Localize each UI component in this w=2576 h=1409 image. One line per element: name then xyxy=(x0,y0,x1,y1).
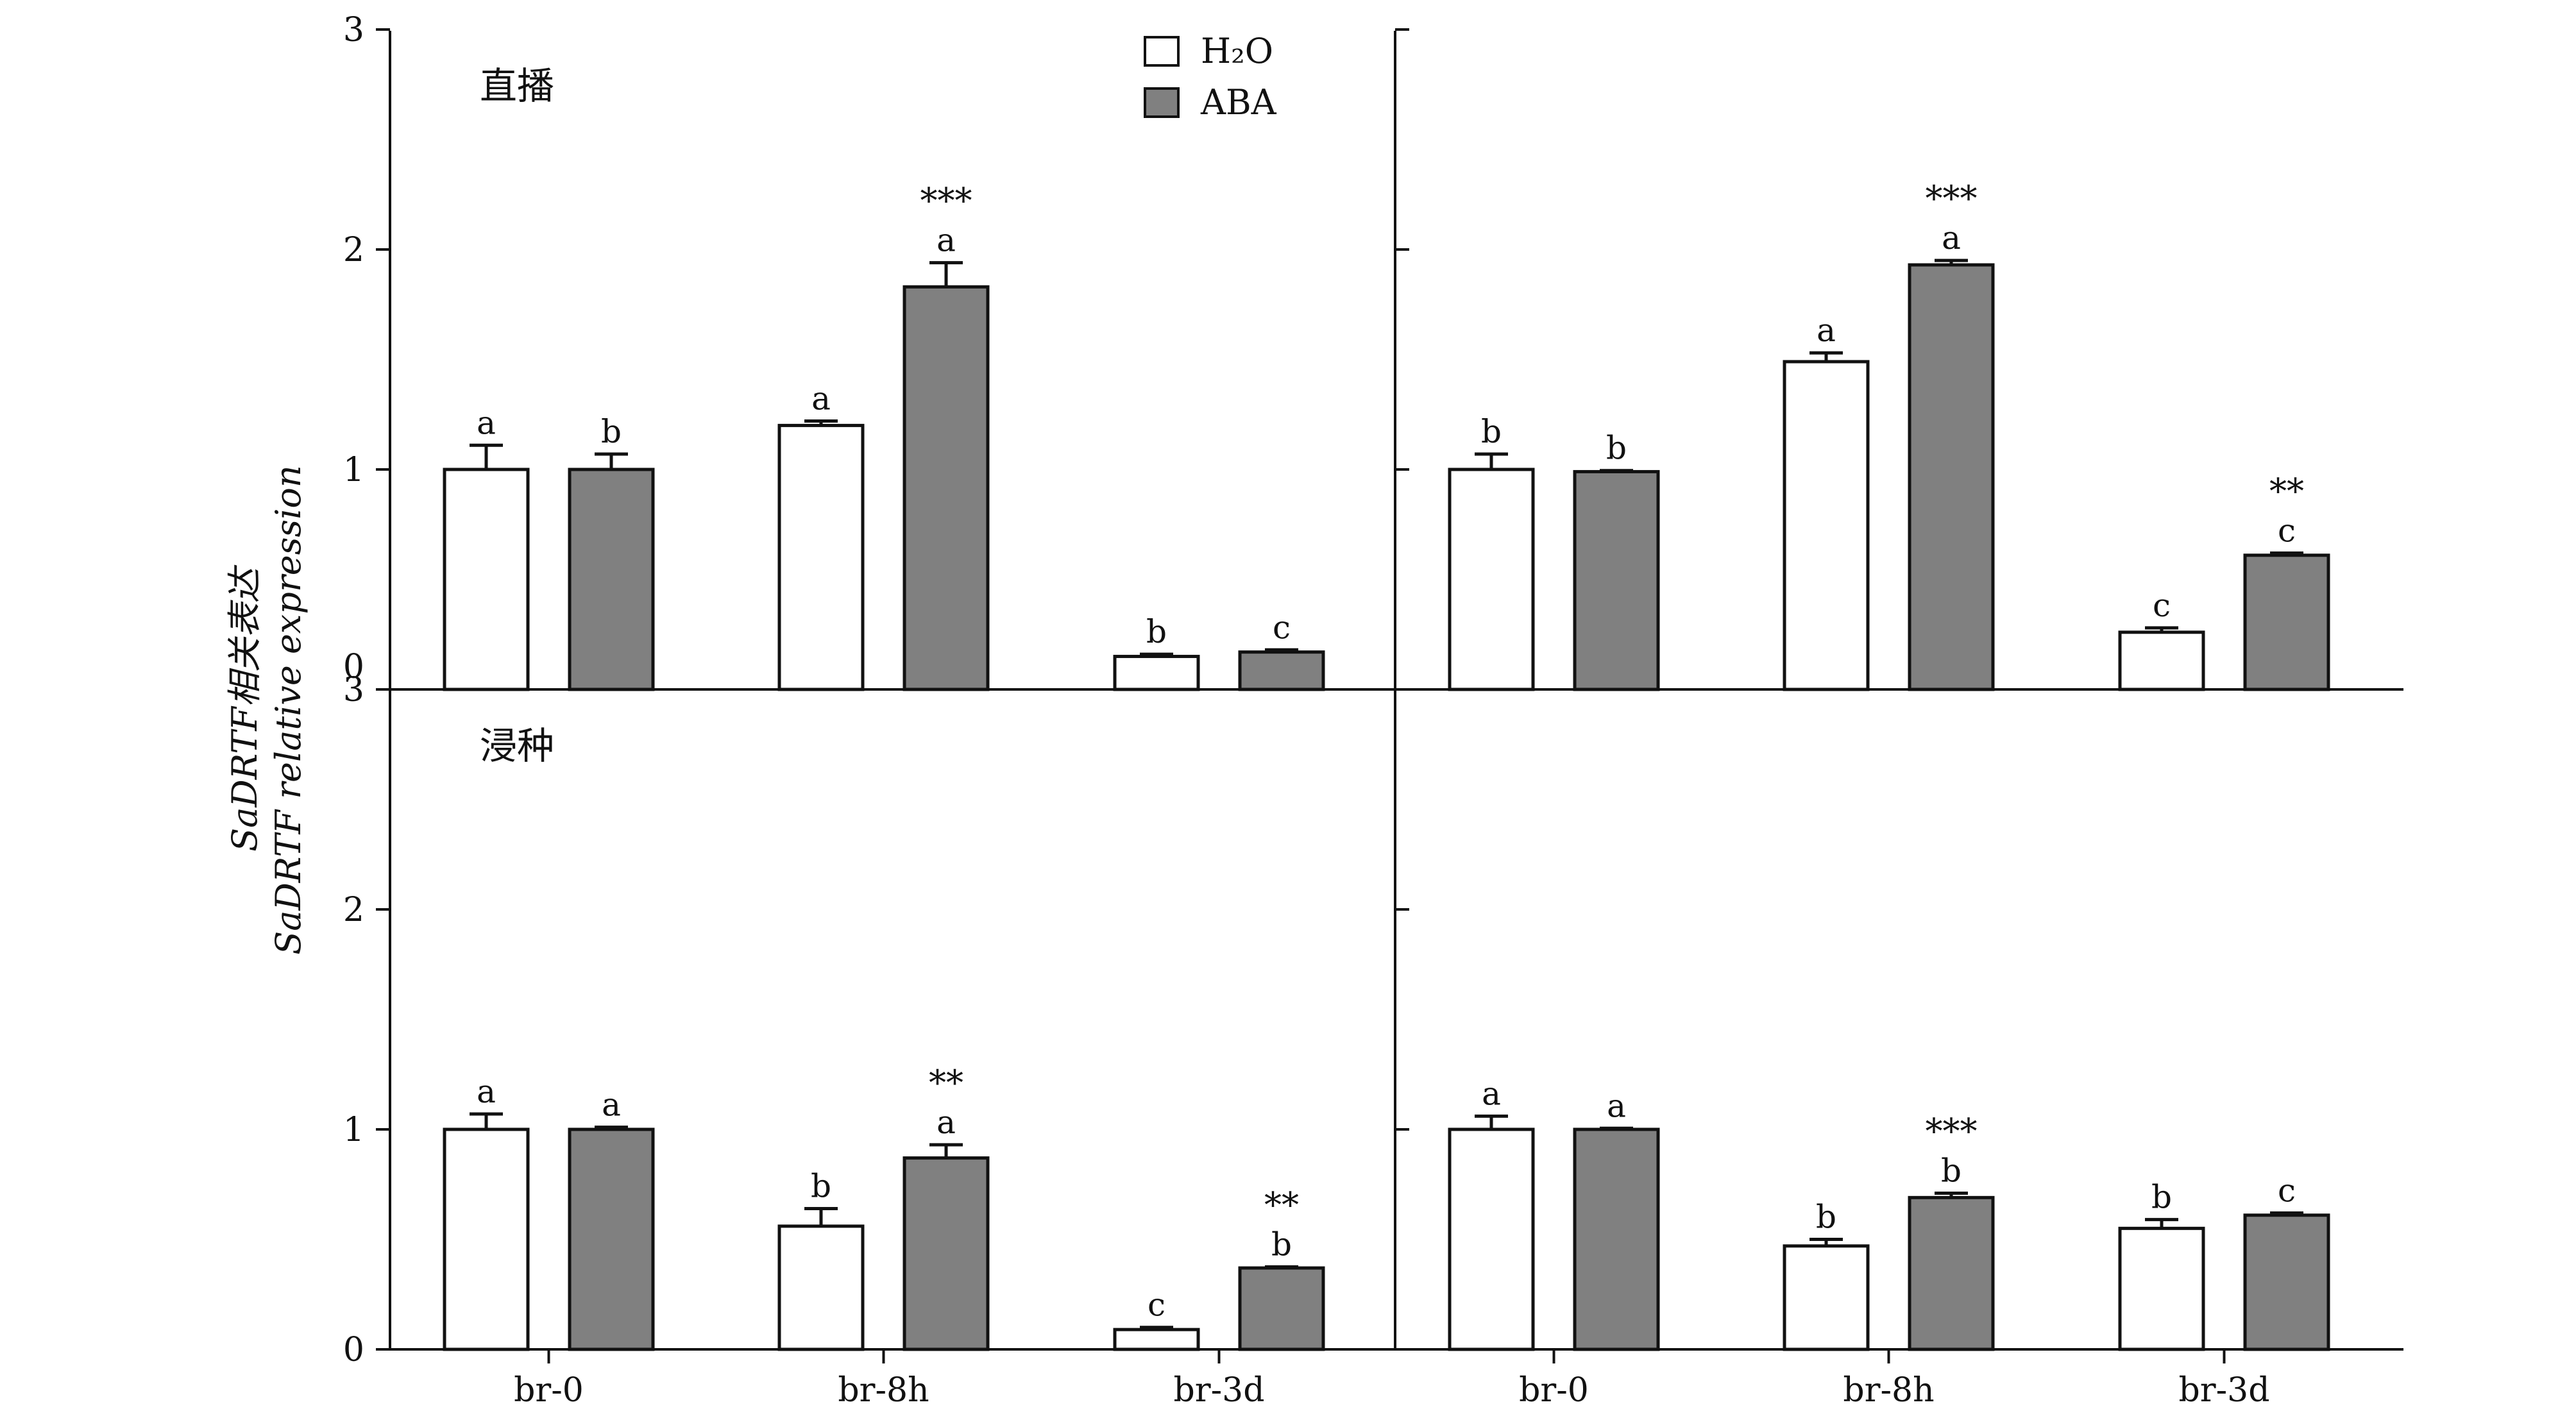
significance-letter: a xyxy=(1817,312,1836,349)
significance-letter: a xyxy=(811,380,831,418)
significance-stars: ** xyxy=(2269,471,2304,511)
bar xyxy=(1448,1127,1535,1351)
significance-letter: a xyxy=(602,1086,621,1124)
y-axis-title-line1: SaDRTF相关表达 xyxy=(225,564,265,852)
bar xyxy=(443,468,530,691)
significance-letter: b xyxy=(1606,430,1627,467)
bar xyxy=(1113,655,1200,691)
bar xyxy=(1573,469,1660,691)
axes xyxy=(376,28,2403,1363)
x-tick-label: br-3d xyxy=(2178,1371,2269,1409)
significance-letter: a xyxy=(477,404,496,441)
bar xyxy=(568,468,655,691)
y-axis-title-line2: SaDRTF relative expression xyxy=(268,465,309,954)
y-tick-label: 3 xyxy=(343,671,364,709)
bars xyxy=(443,258,2330,1351)
bar xyxy=(1908,1195,1995,1351)
significance-letter: a xyxy=(1607,1087,1626,1124)
bar xyxy=(1783,1244,1870,1351)
bar xyxy=(443,1127,530,1351)
panel-title: 浸种 xyxy=(480,724,554,768)
significance-stars: *** xyxy=(1926,1111,1978,1151)
significance-letter: c xyxy=(2278,512,2296,549)
x-tick-label: br-0 xyxy=(514,1371,584,1409)
bar xyxy=(1113,1328,1200,1351)
bar xyxy=(1238,650,1325,691)
significance-letter: b xyxy=(2151,1179,2172,1216)
significance-letter: b xyxy=(601,413,622,450)
significance-letter: a xyxy=(1942,219,1961,257)
legend: H₂O ABA xyxy=(1144,31,1277,122)
significance-stars: *** xyxy=(1926,178,1978,219)
significance-stars: ** xyxy=(1264,1185,1299,1225)
bar xyxy=(777,423,865,691)
significance-letter: b xyxy=(1481,413,1502,450)
significance-letter: b xyxy=(1941,1152,1962,1189)
bar xyxy=(1573,1127,1660,1351)
significance-letter: b xyxy=(1146,613,1167,650)
panel-title: 直播 xyxy=(480,64,554,108)
significance-letter: b xyxy=(811,1167,831,1204)
x-tick-label: br-8h xyxy=(1843,1371,1934,1409)
y-tick-label: 1 xyxy=(343,1111,364,1149)
y-tick-label: 3 xyxy=(343,11,364,49)
significance-letter: b xyxy=(1816,1199,1836,1236)
bar xyxy=(902,285,990,691)
y-tick-label: 1 xyxy=(343,451,364,489)
significance-letter: c xyxy=(2278,1172,2296,1209)
bar xyxy=(2243,1213,2330,1351)
bar xyxy=(1908,263,1995,691)
legend-label-aba: ABA xyxy=(1200,82,1277,122)
significance-letter: b xyxy=(1271,1226,1292,1263)
bar xyxy=(777,1224,865,1351)
significance-letter: c xyxy=(2153,587,2171,624)
legend-swatch-h2o xyxy=(1144,36,1180,67)
bar xyxy=(902,1156,990,1351)
x-tick-label: br-3d xyxy=(1173,1371,1264,1409)
y-axis-title: SaDRTF相关表达 SaDRTF relative expression xyxy=(225,465,309,954)
y-tick-label: 2 xyxy=(343,891,364,929)
significance-letter: c xyxy=(1273,609,1291,646)
significance-letter: c xyxy=(1148,1287,1165,1324)
legend-label-h2o: H₂O xyxy=(1201,31,1273,71)
bar xyxy=(2118,630,2205,691)
significance-letter: a xyxy=(936,1104,956,1141)
bar xyxy=(568,1127,655,1351)
bar xyxy=(1448,468,1535,691)
y-tick-label: 0 xyxy=(343,1331,364,1369)
bar xyxy=(1783,360,1870,691)
x-tick-label: br-0 xyxy=(1519,1371,1589,1409)
significance-stars: *** xyxy=(920,181,972,221)
x-tick-label: br-8h xyxy=(838,1371,929,1409)
bar xyxy=(2243,553,2330,691)
significance-letter: a xyxy=(477,1073,496,1110)
significance-letter: a xyxy=(936,222,956,259)
bar xyxy=(2118,1226,2205,1351)
significance-stars: ** xyxy=(929,1063,963,1103)
y-tick-label: 2 xyxy=(343,231,364,269)
legend-swatch-aba xyxy=(1144,87,1180,118)
y-tick-label: 0 xyxy=(343,648,364,686)
bar xyxy=(1238,1266,1325,1351)
significance-letter: a xyxy=(1482,1075,1501,1112)
